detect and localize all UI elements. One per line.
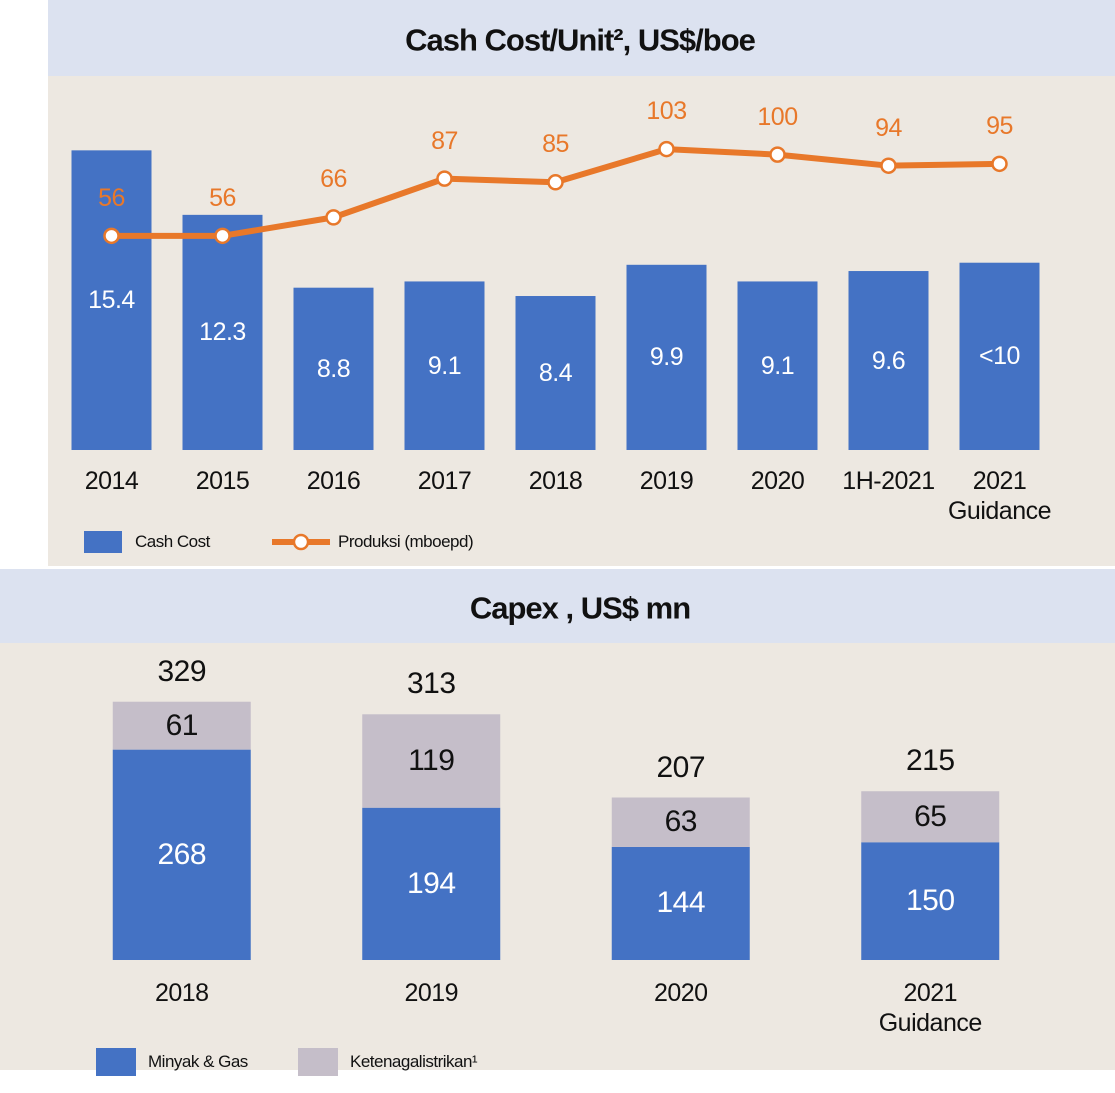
x-tick-label: 2021 Guidance [947,467,1052,525]
bar-label: 8.8 [316,354,351,383]
legend-swatch [96,1048,136,1076]
line-point [991,155,1008,173]
bar-label: 144 [656,886,706,920]
line-point [325,209,342,226]
x-tick-label: 2018 [528,467,583,495]
x-tick-label: 2019 [404,979,459,1007]
header-band [0,569,1115,643]
bar [182,214,263,450]
bar-segment [362,807,501,960]
line-label: 100 [757,102,798,131]
legend-swatch [298,1048,338,1076]
legend-swatch [292,533,310,551]
bar-segment [611,797,750,847]
line-label: 103 [646,97,687,126]
line-label: 66 [320,165,347,194]
line-label: 95 [986,111,1013,140]
bar-label: 8.4 [538,359,573,387]
bar-segment [861,842,1000,960]
bar [626,264,707,450]
x-tick-label: 2020 [750,467,805,495]
bar-label: 12.3 [199,318,246,347]
line-point [103,227,120,245]
legend-label: Minyak & Gas [148,1051,248,1071]
bar [71,150,152,451]
legend-swatch [84,531,122,553]
bar-segment [861,791,1000,843]
bar [293,287,374,450]
line-label: 94 [875,113,902,142]
bar-segment [611,846,750,960]
bar-label: 63 [664,805,698,839]
x-tick-label: 2017 [417,467,472,495]
bar-segment [112,701,251,750]
bar-label: 119 [408,744,455,777]
bar [515,296,596,450]
bar-label: 15.4 [88,286,135,315]
bar-label: 61 [165,708,199,742]
bar-label: 194 [406,866,456,900]
bar-label: <10 [979,342,1020,371]
line-label: 56 [209,183,236,212]
bar-segment [112,749,251,960]
x-tick-label: 2014 [84,467,139,495]
bar [404,281,485,450]
bar-label: 9.1 [427,351,462,380]
line-point [436,170,453,187]
x-tick-label: 2016 [306,467,361,495]
bar-segment [362,714,501,808]
bar-label: 9.6 [871,346,906,375]
line-point [547,174,564,191]
bar-label: 268 [157,837,207,871]
chart-title: Capex , US$ mn [469,590,691,626]
total-label: 313 [406,667,456,701]
line-point [214,227,231,245]
x-tick-label: 2019 [639,467,694,495]
bar-label: 65 [914,799,947,833]
header-band [48,0,1115,76]
x-tick-label: 1H-2021 [842,467,935,495]
line-label: 56 [98,183,125,212]
total-label: 207 [656,750,706,784]
bar [737,281,818,450]
line-label: 85 [542,130,569,159]
x-tick-label: 2015 [195,467,250,495]
bar [848,271,929,450]
legend-label: Ketenagalistrikan¹ [350,1051,478,1071]
bar [959,262,1040,450]
legend-label: Produksi (mboepd) [338,531,474,551]
x-tick-label: 2021 Guidance [878,979,983,1037]
bar-label: 150 [905,884,955,918]
x-tick-label: 2020 [653,979,708,1007]
x-tick-label: 2018 [154,979,209,1007]
bar-label: 9.9 [649,343,684,372]
total-label: 329 [157,654,207,688]
line-point [658,140,675,158]
line-point [880,157,897,174]
total-label: 215 [905,744,955,778]
line-point [769,146,786,163]
line-label: 87 [431,126,458,155]
bar-label: 9.1 [760,351,795,380]
chart-title: Cash Cost/Unit², US$/boe [405,22,756,58]
legend-label: Cash Cost [135,531,210,551]
